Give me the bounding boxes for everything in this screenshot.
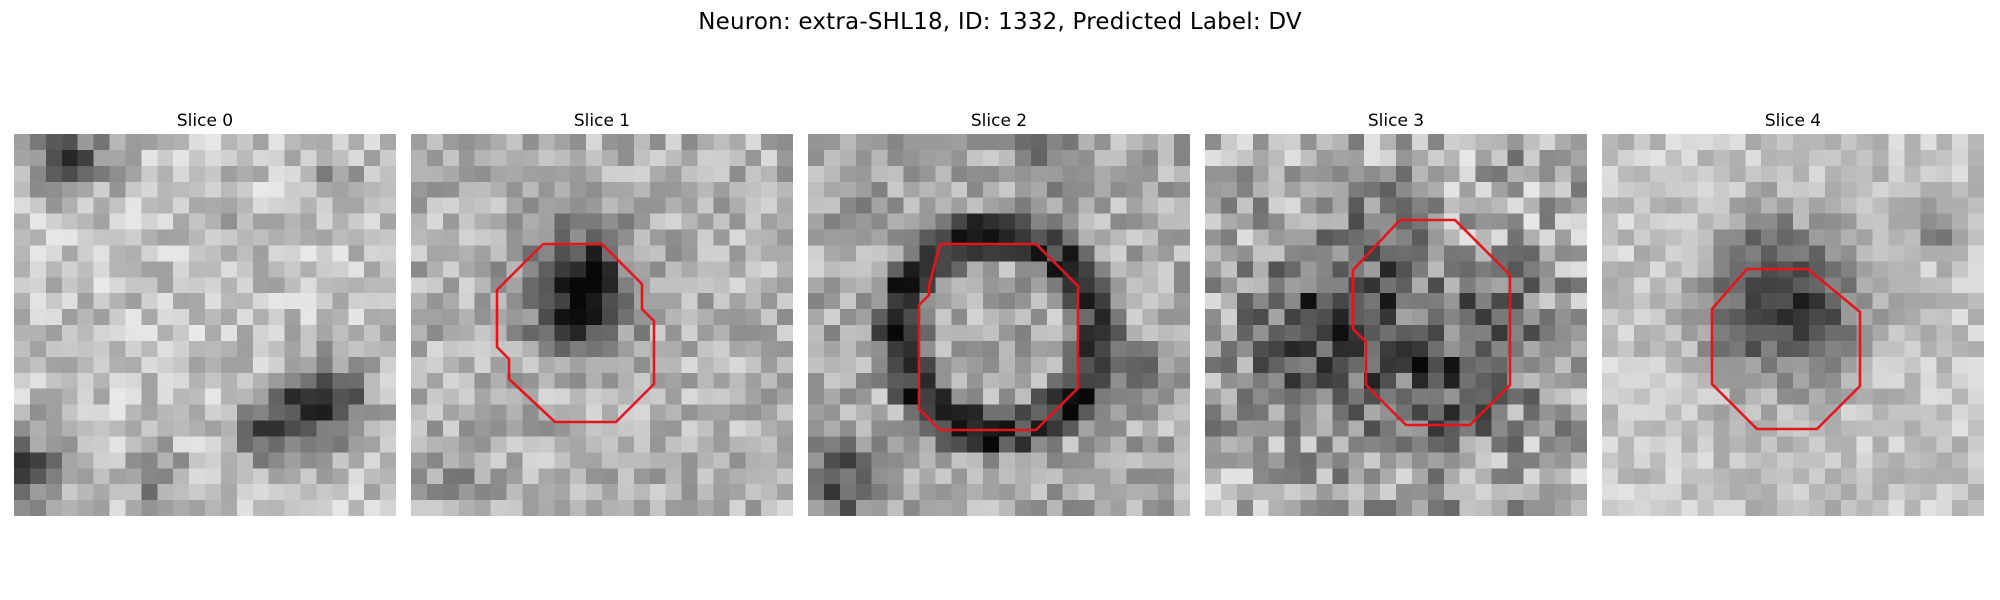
slice-image: [1205, 134, 1587, 516]
slice-image: [14, 134, 396, 516]
neuron-contour: [1710, 267, 1862, 431]
slice-pixel-grid: [14, 134, 396, 516]
neuron-contour: [917, 242, 1080, 432]
slice-image: [808, 134, 1190, 516]
slice-title: Slice 1: [573, 111, 631, 131]
slice-title: Slice 2: [970, 111, 1028, 131]
slice-panel-4: Slice 4: [1602, 110, 1984, 518]
slice-panel-3: Slice 3: [1205, 110, 1587, 518]
slice-pixel-grid: [1602, 134, 1984, 516]
contour-overlay: [495, 242, 656, 424]
contour-overlay: [1710, 267, 1862, 431]
slice-panel-0: Slice 0: [14, 110, 396, 518]
neuron-contour: [495, 242, 656, 424]
slice-image: [1602, 134, 1984, 516]
slice-title: Slice 4: [1764, 111, 1822, 131]
figure-title: Neuron: extra-SHL18, ID: 1332, Predicted…: [698, 9, 1302, 35]
slice-image: [411, 134, 793, 516]
slice-pixel-grid: [411, 134, 793, 516]
slice-title: Slice 3: [1367, 111, 1425, 131]
slice-panel-1: Slice 1: [411, 110, 793, 518]
slice-pixel-grid: [808, 134, 1190, 516]
slice-title: Slice 0: [176, 111, 234, 131]
contour-overlay: [917, 242, 1080, 432]
slice-pixel-grid: [1205, 134, 1587, 516]
slice-panel-2: Slice 2: [808, 110, 1190, 518]
contour-overlay: [1351, 218, 1512, 427]
neuron-contour: [1351, 218, 1512, 427]
